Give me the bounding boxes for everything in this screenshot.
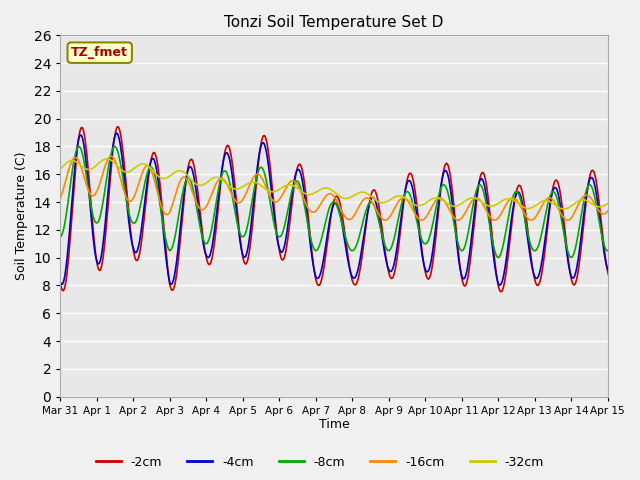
Title: Tonzi Soil Temperature Set D: Tonzi Soil Temperature Set D [225,15,444,30]
Legend: -2cm, -4cm, -8cm, -16cm, -32cm: -2cm, -4cm, -8cm, -16cm, -32cm [91,451,549,474]
Y-axis label: Soil Temperature (C): Soil Temperature (C) [15,152,28,280]
Text: TZ_fmet: TZ_fmet [71,46,128,59]
X-axis label: Time: Time [319,419,349,432]
